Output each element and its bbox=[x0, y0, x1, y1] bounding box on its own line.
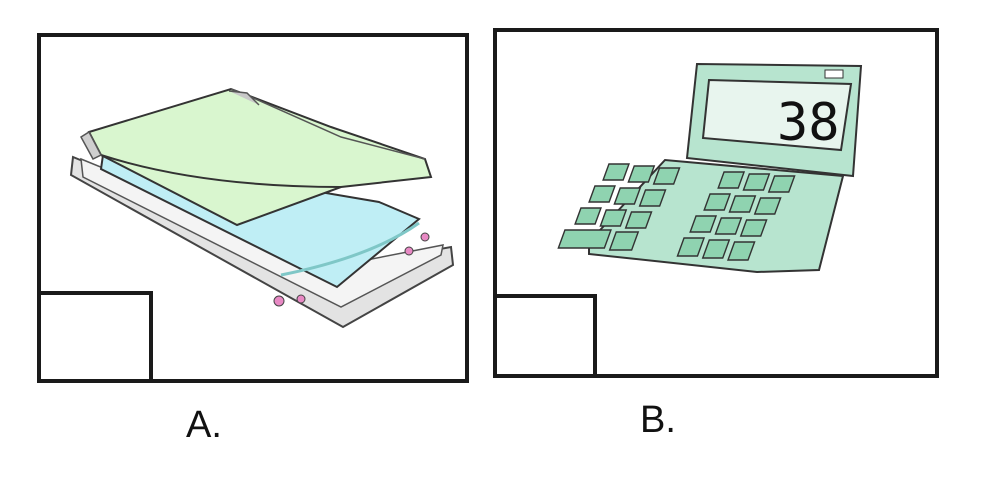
option-b-answer-box[interactable] bbox=[493, 294, 597, 378]
scanner-button-icon bbox=[296, 294, 306, 304]
option-a-label: A. bbox=[186, 404, 222, 446]
option-a-picture-frame bbox=[37, 33, 469, 383]
scanner-button-icon bbox=[404, 246, 414, 256]
flatbed-scanner-icon bbox=[69, 87, 455, 329]
option-b-label: B. bbox=[640, 399, 676, 441]
scanner-button-icon bbox=[273, 295, 285, 307]
option-a-answer-box[interactable] bbox=[37, 291, 153, 383]
calculator-display: 38 bbox=[777, 93, 840, 153]
option-b-picture-frame: 38 bbox=[493, 28, 939, 378]
calculator-icon: 38 bbox=[557, 62, 863, 274]
scanner-button-icon bbox=[420, 232, 430, 242]
